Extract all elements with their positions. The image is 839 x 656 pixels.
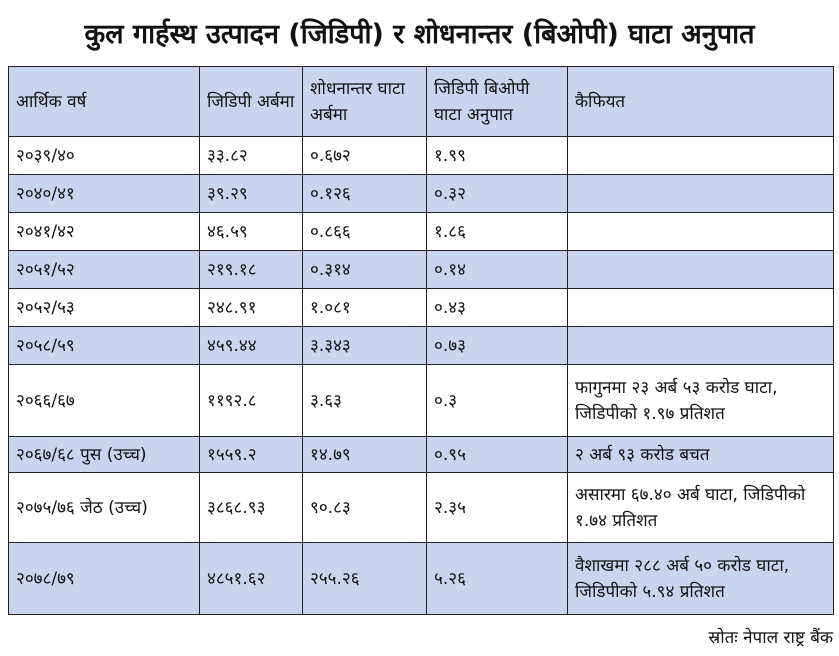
- header-bop-deficit: शोधनान्तर घाटा अर्बमा: [302, 66, 427, 137]
- source-note: स्रोतः नेपाल राष्ट्र बैंक: [708, 628, 833, 648]
- table-row: २०७८/७९ ४८५१.६२ २५५.२६ ५.२६ वैशाखमा २८८ …: [8, 542, 834, 615]
- cell-bop: ०.६७२: [302, 136, 427, 175]
- cell-remark: [567, 136, 834, 175]
- header-ratio: जिडिपी बिओपी घाटा अनुपात: [426, 66, 568, 137]
- table-header-row: आर्थिक वर्ष जिडिपी अर्बमा शोधनान्तर घाटा…: [8, 66, 834, 137]
- table-row: २०५८/५९ ४५९.४४ ३.३४३ ०.७३: [8, 326, 834, 365]
- cell-gdp: ३३.८२: [199, 136, 303, 175]
- cell-year: २०४०/४१: [8, 174, 200, 213]
- cell-gdp: ४६.५९: [199, 212, 303, 251]
- cell-bop: ०.८६६: [302, 212, 427, 251]
- cell-year: २०५८/५९: [8, 326, 200, 365]
- table-row: २०३९/४० ३३.८२ ०.६७२ १.९९: [8, 136, 834, 175]
- cell-bop: ९०.८३: [302, 472, 427, 543]
- cell-remark: [567, 326, 834, 365]
- table-row: २०५२/५३ २४८.९१ १.०८१ ०.४३: [8, 288, 834, 327]
- cell-remark: [567, 212, 834, 251]
- table-row: २०६७/६८ पुस (उच्च) १५५९.२ १४.७९ ०.९५ २ अ…: [8, 436, 834, 473]
- table-row: २०७५/७६ जेठ (उच्च) ३८६८.९३ ९०.८३ २.३५ अस…: [8, 472, 834, 543]
- cell-year: २०३९/४०: [8, 136, 200, 175]
- cell-remark: वैशाखमा २८८ अर्ब ५० करोड घाटा, जिडिपीको …: [567, 542, 834, 615]
- cell-gdp: ३८६८.९३: [199, 472, 303, 543]
- cell-gdp: ११९२.८: [199, 364, 303, 437]
- cell-bop: ३.६३: [302, 364, 427, 437]
- header-remarks: कैफियत: [567, 66, 834, 137]
- cell-bop: ३.३४३: [302, 326, 427, 365]
- cell-gdp: १५५९.२: [199, 436, 303, 473]
- header-fiscal-year: आर्थिक वर्ष: [8, 66, 200, 137]
- cell-remark: [567, 288, 834, 327]
- cell-gdp: ३९.२९: [199, 174, 303, 213]
- cell-remark: असारमा ६७.४० अर्ब घाटा, जिडिपीको १.७४ प्…: [567, 472, 834, 543]
- cell-ratio: ५.२६: [426, 542, 568, 615]
- cell-remark: फागुनमा २३ अर्ब ५३ करोड घाटा, जिडिपीको १…: [567, 364, 834, 437]
- cell-remark: २ अर्ब ९३ करोड बचत: [567, 436, 834, 473]
- cell-bop: १.०८१: [302, 288, 427, 327]
- gdp-bop-table: आर्थिक वर्ष जिडिपी अर्बमा शोधनान्तर घाटा…: [8, 66, 834, 615]
- cell-ratio: १.९९: [426, 136, 568, 175]
- cell-ratio: २.३५: [426, 472, 568, 543]
- cell-remark: [567, 250, 834, 289]
- cell-year: २०४१/४२: [8, 212, 200, 251]
- cell-gdp: ४८५१.६२: [199, 542, 303, 615]
- cell-year: २०७५/७६ जेठ (उच्च): [8, 472, 200, 543]
- cell-gdp: २४८.९१: [199, 288, 303, 327]
- cell-bop: ०.३१४: [302, 250, 427, 289]
- cell-ratio: १.८६: [426, 212, 568, 251]
- header-gdp: जिडिपी अर्बमा: [199, 66, 303, 137]
- cell-bop: २५५.२६: [302, 542, 427, 615]
- table-row: २०४०/४१ ३९.२९ ०.१२६ ०.३२: [8, 174, 834, 213]
- cell-bop: ०.१२६: [302, 174, 427, 213]
- cell-year: २०६६/६७: [8, 364, 200, 437]
- table-row: २०५१/५२ २१९.१८ ०.३१४ ०.१४: [8, 250, 834, 289]
- cell-ratio: ०.४३: [426, 288, 568, 327]
- cell-ratio: ०.१४: [426, 250, 568, 289]
- cell-remark: [567, 174, 834, 213]
- cell-ratio: ०.३२: [426, 174, 568, 213]
- cell-ratio: ०.३: [426, 364, 568, 437]
- cell-bop: १४.७९: [302, 436, 427, 473]
- page-title: कुल गार्हस्थ उत्पादन (जिडिपी) र शोधनान्त…: [84, 19, 755, 50]
- cell-ratio: ०.९५: [426, 436, 568, 473]
- cell-year: २०६७/६८ पुस (उच्च): [8, 436, 200, 473]
- cell-gdp: २१९.१८: [199, 250, 303, 289]
- table-row: २०६६/६७ ११९२.८ ३.६३ ०.३ फागुनमा २३ अर्ब …: [8, 364, 834, 437]
- cell-year: २०५१/५२: [8, 250, 200, 289]
- cell-year: २०७८/७९: [8, 542, 200, 615]
- cell-ratio: ०.७३: [426, 326, 568, 365]
- cell-gdp: ४५९.४४: [199, 326, 303, 365]
- cell-year: २०५२/५३: [8, 288, 200, 327]
- table-row: २०४१/४२ ४६.५९ ०.८६६ १.८६: [8, 212, 834, 251]
